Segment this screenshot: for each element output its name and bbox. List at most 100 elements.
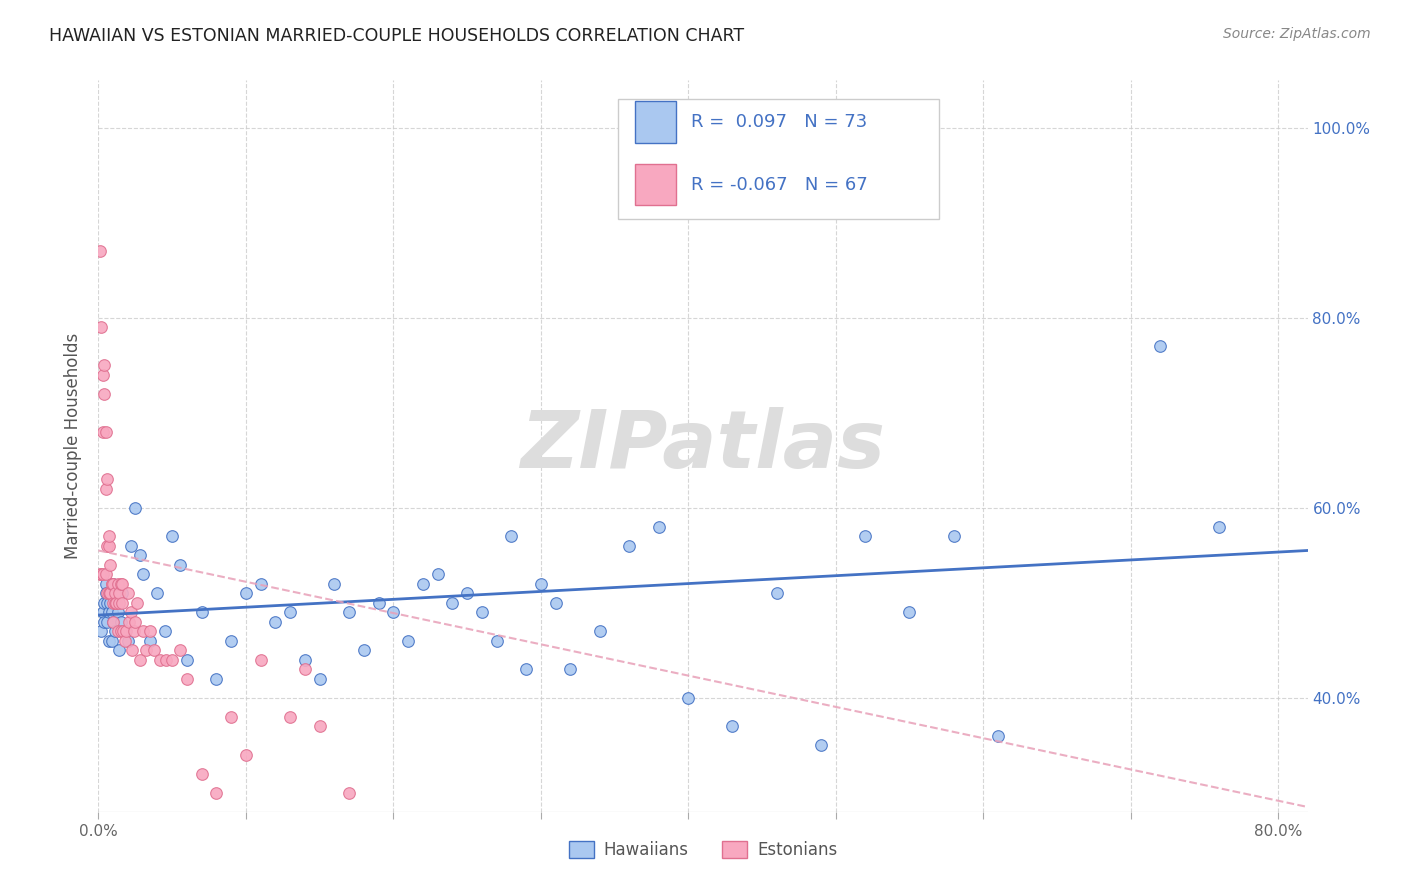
Point [97, 633, 120, 648]
Point [139, 624, 162, 639]
Point [501, 529, 523, 543]
Point [114, 624, 136, 639]
Point [149, 653, 172, 667]
Point [853, 529, 876, 543]
Point [169, 643, 191, 657]
Point [97, 529, 120, 543]
Point [108, 596, 131, 610]
Point [110, 576, 132, 591]
Point [98, 558, 121, 572]
Point [111, 596, 134, 610]
Point [100, 576, 122, 591]
Point [100, 605, 122, 619]
Point [128, 548, 150, 562]
Point [128, 653, 150, 667]
Point [96, 596, 118, 610]
Point [101, 576, 124, 591]
Point [190, 605, 212, 619]
Point [530, 576, 553, 591]
Point [765, 586, 787, 600]
Point [96, 539, 118, 553]
Point [115, 624, 138, 639]
Text: R = -0.067   N = 67: R = -0.067 N = 67 [690, 176, 868, 194]
Point [97, 539, 120, 553]
Point [91, 567, 114, 582]
Point [160, 653, 183, 667]
Point [100, 633, 122, 648]
Point [93, 596, 115, 610]
Point [396, 633, 419, 648]
FancyBboxPatch shape [619, 99, 939, 219]
Point [101, 615, 124, 629]
Point [124, 500, 146, 515]
Text: ZIPatlas: ZIPatlas [520, 407, 886, 485]
Point [382, 605, 405, 619]
Point [105, 596, 128, 610]
Point [91, 368, 114, 382]
Point [678, 690, 700, 705]
Point [91, 425, 114, 439]
Point [111, 586, 134, 600]
Point [619, 539, 641, 553]
Point [89, 567, 111, 582]
Point [94, 425, 117, 439]
Point [131, 624, 153, 639]
Point [101, 615, 124, 629]
Point [235, 586, 257, 600]
Point [107, 624, 129, 639]
Point [98, 586, 121, 600]
FancyBboxPatch shape [636, 163, 676, 205]
Point [515, 662, 537, 676]
Point [96, 586, 118, 600]
Point [485, 633, 508, 648]
Point [169, 558, 191, 572]
Point [107, 605, 129, 619]
Point [108, 643, 131, 657]
Text: R =  0.097   N = 73: R = 0.097 N = 73 [690, 113, 868, 131]
Point [97, 586, 120, 600]
Point [96, 615, 118, 629]
Point [105, 596, 128, 610]
Point [264, 615, 287, 629]
Point [139, 633, 162, 648]
Point [112, 624, 135, 639]
Point [104, 586, 127, 600]
Point [94, 586, 117, 600]
Point [235, 747, 257, 762]
Point [93, 386, 115, 401]
FancyBboxPatch shape [636, 102, 676, 144]
Point [412, 576, 434, 591]
Point [426, 567, 449, 582]
Point [96, 472, 118, 486]
Point [176, 672, 198, 686]
Point [249, 576, 271, 591]
Point [105, 596, 128, 610]
Point [117, 586, 139, 600]
Point [97, 605, 120, 619]
Point [721, 719, 744, 733]
Point [117, 633, 139, 648]
Point [1149, 339, 1171, 353]
Legend: Hawaiians, Estonians: Hawaiians, Estonians [562, 834, 844, 865]
Point [104, 624, 127, 639]
Point [104, 596, 127, 610]
Point [98, 586, 121, 600]
Point [560, 662, 582, 676]
Point [94, 482, 117, 496]
Point [91, 605, 114, 619]
Point [94, 567, 117, 582]
Point [100, 576, 122, 591]
Point [124, 615, 146, 629]
Point [249, 653, 271, 667]
Point [308, 672, 330, 686]
Point [176, 653, 198, 667]
Point [205, 672, 228, 686]
Point [93, 615, 115, 629]
Point [93, 358, 115, 372]
Point [125, 596, 148, 610]
Point [987, 729, 1010, 743]
Point [146, 586, 169, 600]
Point [90, 320, 112, 334]
Point [219, 710, 242, 724]
Point [90, 567, 112, 582]
